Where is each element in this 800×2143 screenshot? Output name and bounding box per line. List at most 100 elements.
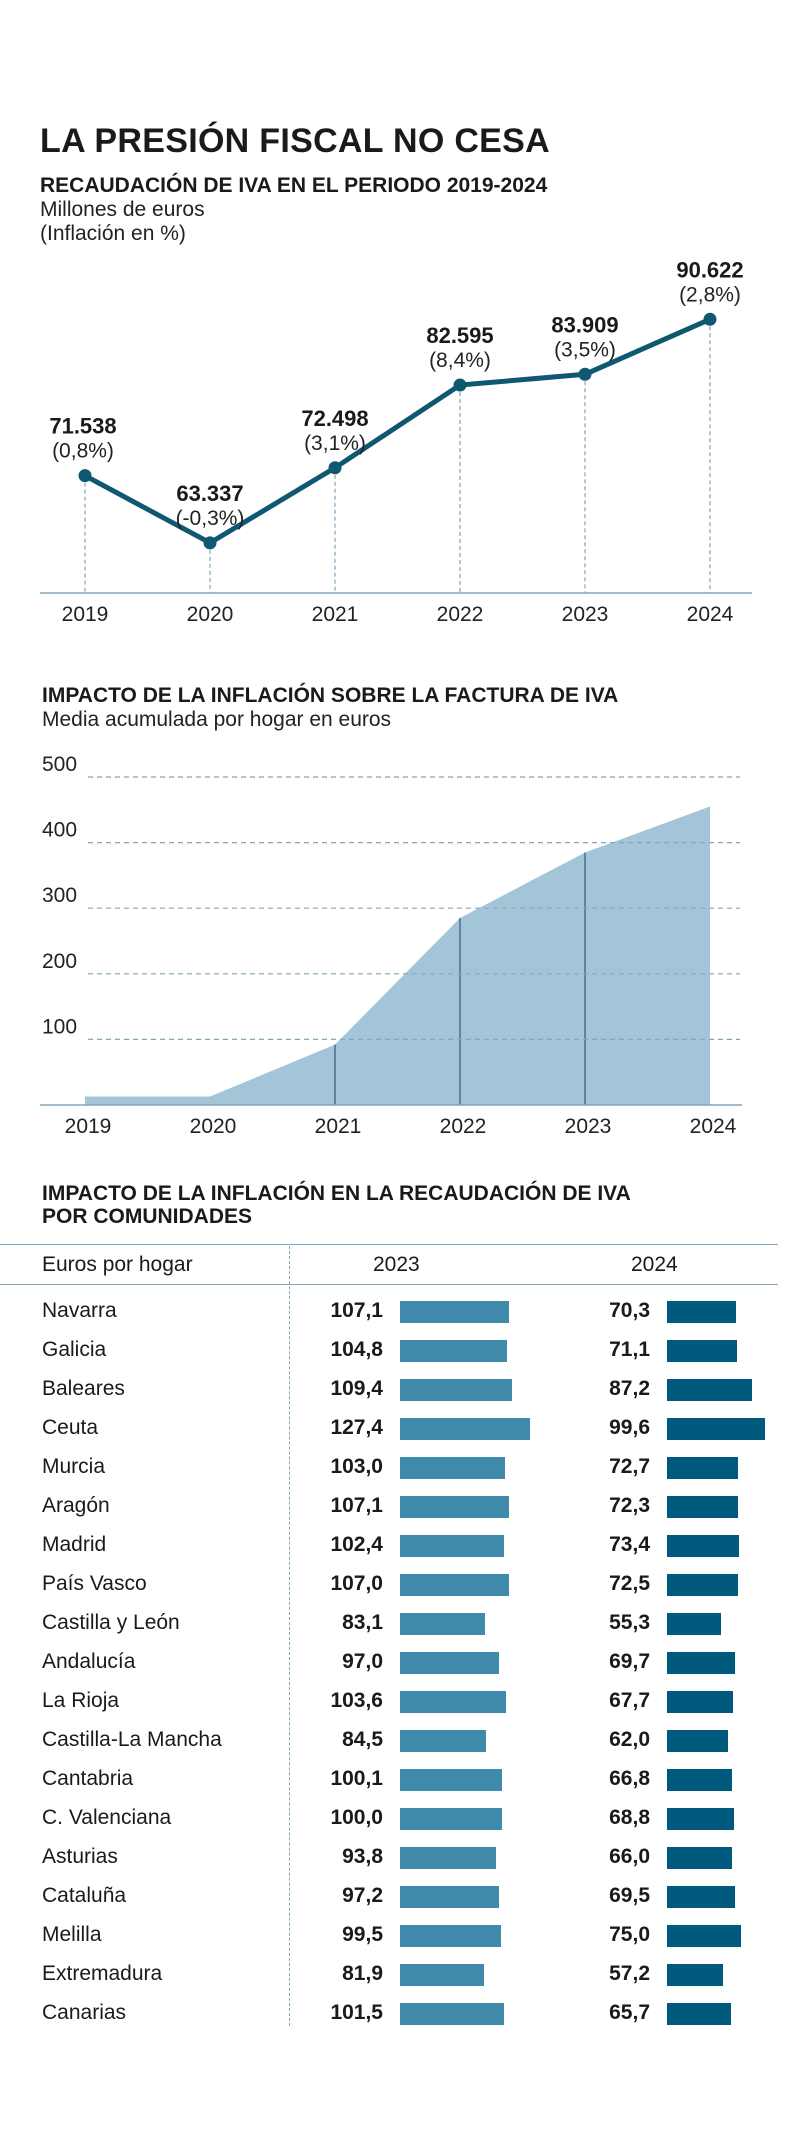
x-tick-2019: 2019 bbox=[65, 1115, 112, 1138]
value-2023: 100,0 bbox=[330, 1806, 383, 1829]
bar-2023 bbox=[400, 1574, 510, 1596]
x-tick-2020: 2020 bbox=[190, 1115, 237, 1138]
area-chart: 100 200 300 400 500 2019 2020 2021 2022 2023 2024 bbox=[40, 753, 742, 1138]
x-tick-2022: 2022 bbox=[440, 1115, 487, 1138]
y-tick-100: 100 bbox=[42, 1015, 77, 1038]
bar-2023 bbox=[400, 1418, 530, 1440]
value-label-2021: 72.498 bbox=[301, 406, 368, 431]
bar-2024 bbox=[667, 1847, 732, 1869]
area-fill bbox=[85, 806, 710, 1105]
value-2024: 71,1 bbox=[609, 1338, 650, 1361]
value-2023: 99,5 bbox=[342, 1923, 383, 1946]
table-top-rule bbox=[0, 1244, 778, 1245]
value-2023: 109,4 bbox=[330, 1377, 383, 1400]
bar-2024 bbox=[667, 1457, 739, 1479]
region-name: Canarias bbox=[42, 2001, 127, 2024]
table-title-line2: POR COMUNIDADES bbox=[42, 1205, 253, 1228]
inflation-label-2019: (0,8%) bbox=[52, 440, 114, 463]
value-2024: 72,3 bbox=[609, 1494, 650, 1517]
region-name: Castilla y León bbox=[42, 1611, 180, 1634]
bar-2024 bbox=[667, 1925, 741, 1947]
value-2023: 93,8 bbox=[342, 1845, 383, 1868]
value-label-2024: 90.622 bbox=[676, 257, 743, 282]
value-2023: 84,5 bbox=[342, 1728, 383, 1751]
region-name: Cantabria bbox=[42, 1767, 134, 1790]
bar-2023 bbox=[400, 1808, 502, 1830]
value-2023: 101,5 bbox=[330, 2001, 383, 2024]
main-title: LA PRESIÓN FISCAL NO CESA bbox=[40, 122, 550, 160]
region-name: País Vasco bbox=[42, 1572, 147, 1595]
point-2019 bbox=[78, 469, 92, 483]
region-name: Andalucía bbox=[42, 1650, 136, 1673]
line-chart-subtitle-units: Millones de euros bbox=[40, 198, 205, 221]
value-2023: 103,0 bbox=[330, 1455, 383, 1478]
region-name: Galicia bbox=[42, 1338, 107, 1361]
y-tick-300: 300 bbox=[42, 884, 77, 907]
area-chart-subtitle: Media acumulada por hogar en euros bbox=[42, 708, 392, 731]
region-name: Baleares bbox=[42, 1377, 125, 1400]
value-2024: 66,0 bbox=[609, 1845, 650, 1868]
value-label-2020: 63.337 bbox=[176, 481, 243, 506]
value-2023: 102,4 bbox=[330, 1533, 383, 1556]
bar-2023 bbox=[400, 2003, 504, 2025]
value-2024: 68,8 bbox=[609, 1806, 650, 1829]
x-tick-2022: 2022 bbox=[437, 603, 484, 626]
bar-2024 bbox=[667, 1652, 736, 1674]
value-2023: 104,8 bbox=[330, 1338, 383, 1361]
x-tick-2021: 2021 bbox=[315, 1115, 362, 1138]
bar-2024 bbox=[667, 1769, 733, 1791]
y-tick-200: 200 bbox=[42, 950, 77, 973]
inflation-label-2022: (8,4%) bbox=[429, 349, 491, 372]
bar-2023 bbox=[400, 1535, 505, 1557]
y-tick-400: 400 bbox=[42, 819, 77, 842]
bar-2024 bbox=[667, 1808, 735, 1830]
value-label-2022: 82.595 bbox=[426, 323, 493, 348]
line-chart: 2019 2020 2021 2022 2023 2024 71.538(0,8%) 63.3… bbox=[40, 257, 752, 626]
bar-2024 bbox=[667, 1496, 738, 1518]
table-header-label: Euros por hogar bbox=[42, 1253, 193, 1276]
bar-2024 bbox=[667, 1964, 724, 1986]
line-chart-title: RECAUDACIÓN DE IVA EN EL PERIODO 2019-20… bbox=[40, 174, 548, 197]
table-column-divider bbox=[289, 1246, 290, 2026]
value-2024: 73,4 bbox=[609, 1533, 650, 1556]
bar-2023 bbox=[400, 1457, 506, 1479]
bar-2023 bbox=[400, 1964, 484, 1986]
bar-2024 bbox=[667, 1574, 739, 1596]
area-chart-title: IMPACTO DE LA INFLACIÓN SOBRE LA FACTURA… bbox=[42, 684, 619, 707]
series-line bbox=[83, 317, 712, 546]
bar-2023 bbox=[400, 1496, 510, 1518]
x-tick-2020: 2020 bbox=[187, 603, 234, 626]
value-2023: 107,0 bbox=[330, 1572, 383, 1595]
region-name: Murcia bbox=[42, 1455, 106, 1478]
value-label-2023: 83.909 bbox=[551, 312, 618, 337]
table-header-2024: 2024 bbox=[631, 1253, 678, 1276]
line-chart-subtitle-inflation: (Inflación en %) bbox=[40, 222, 186, 245]
region-name: C. Valenciana bbox=[42, 1806, 172, 1829]
y-tick-500: 500 bbox=[42, 753, 77, 776]
bar-2024 bbox=[667, 1535, 739, 1557]
bar-2023 bbox=[400, 1886, 500, 1908]
point-2021 bbox=[328, 461, 342, 475]
region-name: La Rioja bbox=[42, 1689, 120, 1712]
value-2024: 87,2 bbox=[609, 1377, 650, 1400]
value-label-2019: 71.538 bbox=[49, 414, 116, 439]
point-2023 bbox=[578, 367, 592, 381]
bar-2023 bbox=[400, 1652, 499, 1674]
inflation-label-2023: (3,5%) bbox=[554, 338, 616, 361]
region-name: Melilla bbox=[42, 1923, 102, 1946]
bar-2024 bbox=[667, 1886, 736, 1908]
value-2023: 107,1 bbox=[330, 1494, 383, 1517]
point-2024 bbox=[703, 312, 717, 326]
point-2022 bbox=[453, 378, 467, 392]
value-2023: 127,4 bbox=[330, 1416, 383, 1439]
region-name: Cataluña bbox=[42, 1884, 127, 1907]
value-2024: 69,5 bbox=[609, 1884, 650, 1907]
x-tick-2024: 2024 bbox=[687, 603, 734, 626]
bar-2023 bbox=[400, 1730, 487, 1752]
region-name: Madrid bbox=[42, 1533, 107, 1556]
bar-2023 bbox=[400, 1925, 502, 1947]
value-2023: 97,0 bbox=[342, 1650, 383, 1673]
value-2024: 65,7 bbox=[609, 2001, 650, 2024]
x-tick-2024: 2024 bbox=[690, 1115, 737, 1138]
x-tick-2021: 2021 bbox=[312, 603, 359, 626]
